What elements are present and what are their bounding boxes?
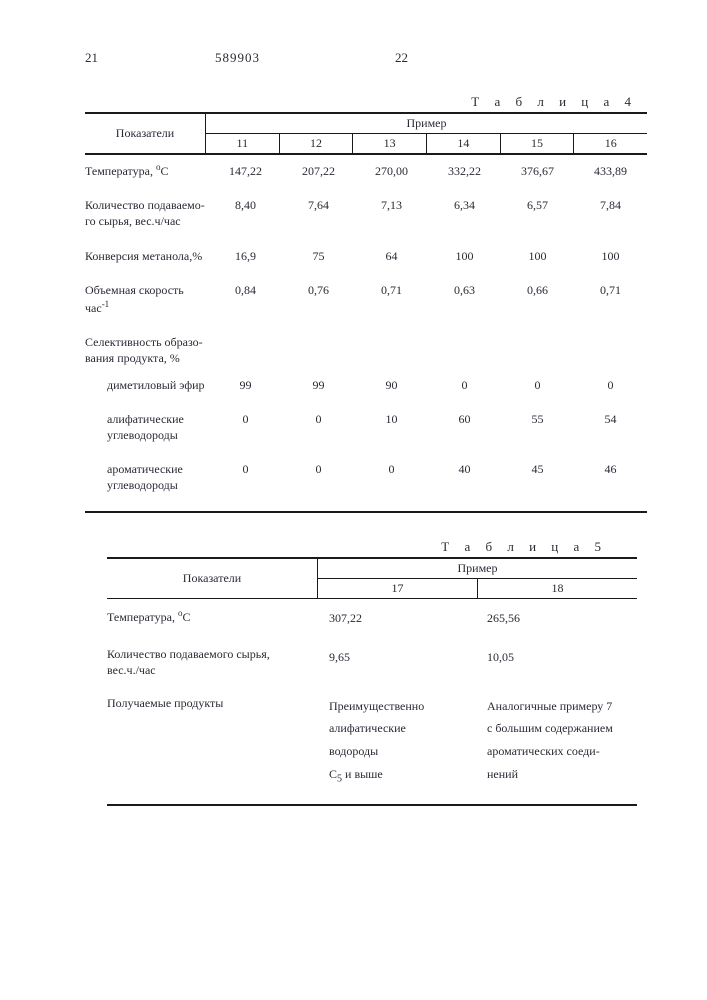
cell: 0,63 [428, 283, 501, 298]
column-headers: 17 18 [318, 579, 637, 598]
column-headers: 11 12 13 14 15 16 [206, 134, 647, 153]
row-label: Количество подаваемого сырья,вес.ч./час [107, 646, 321, 678]
col-header: 13 [353, 134, 427, 153]
row-label: Объемная скоростьчас-1 [85, 282, 209, 316]
cell: 0,76 [282, 283, 355, 298]
primer-header: Пример [318, 559, 637, 579]
cell: 9,65 [321, 646, 479, 669]
selectivity-header: Селективность образо-вания продукта, % [85, 334, 647, 366]
cell: 10 [355, 412, 428, 427]
col-header: 18 [478, 579, 637, 598]
cell: 7,13 [355, 198, 428, 213]
cell: 90 [355, 378, 428, 393]
cell: 0 [574, 378, 647, 393]
row-label: ароматическиеуглеводороды [85, 461, 209, 493]
cell: 45 [501, 462, 574, 477]
table-row: диметиловый эфир 99 99 90 0 0 0 [85, 377, 647, 393]
cell: 46 [574, 462, 647, 477]
cell: 100 [501, 249, 574, 264]
cell: 16,9 [209, 249, 282, 264]
table-row: Температура, oС 307,22 265,56 [107, 607, 637, 630]
table-row: Объемная скоростьчас-1 0,84 0,76 0,71 0,… [85, 282, 647, 316]
cell: 60 [428, 412, 501, 427]
cell: 307,22 [321, 607, 479, 630]
cell: 10,05 [479, 646, 637, 669]
table-row: Количество подаваемого сырья,вес.ч./час … [107, 646, 637, 678]
cell: 6,34 [428, 198, 501, 213]
col-header: 11 [206, 134, 280, 153]
cell: 7,64 [282, 198, 355, 213]
table-row: Температура, oС 147,22 207,22 270,00 332… [85, 161, 647, 179]
cell: 433,89 [574, 164, 647, 179]
table-row: алифатическиеуглеводороды 0 0 10 60 55 5… [85, 411, 647, 443]
table-row: Получаемые продукты Преимущественноалифа… [107, 695, 637, 789]
col-header: 17 [318, 579, 478, 598]
cell: 0 [428, 378, 501, 393]
cell: 0,71 [574, 283, 647, 298]
page-number-right: 22 [395, 50, 408, 66]
row-label: диметиловый эфир [85, 377, 209, 393]
cell: 270,00 [355, 164, 428, 179]
document-number: 589903 [215, 50, 395, 66]
cell: 0,71 [355, 283, 428, 298]
cell: 147,22 [209, 164, 282, 179]
cell: 376,67 [501, 164, 574, 179]
primer-header: Пример [206, 114, 647, 134]
cell: 0,66 [501, 283, 574, 298]
table-row: Конверсия метанола,% 16,9 75 64 100 100 … [85, 248, 647, 264]
cell: 0 [282, 412, 355, 427]
indicators-header: Показатели [107, 559, 318, 598]
cell: 0 [501, 378, 574, 393]
row-label: Температура, oС [107, 607, 321, 625]
cell: 7,84 [574, 198, 647, 213]
table-5-title: Т а б л и ц а 5 [107, 539, 607, 555]
col-header: 15 [501, 134, 575, 153]
cell: 332,22 [428, 164, 501, 179]
table-row: Количество подаваемо-го сырья, вес.ч/час… [85, 197, 647, 229]
indicators-header: Показатели [85, 114, 206, 153]
cell: 8,40 [209, 198, 282, 213]
table-4-title: Т а б л и ц а 4 [85, 94, 637, 110]
cell: 55 [501, 412, 574, 427]
cell: 6,57 [501, 198, 574, 213]
table-5: Т а б л и ц а 5 Показатели Пример 17 18 … [85, 539, 647, 806]
table-4: Т а б л и ц а 4 Показатели Пример 11 12 … [85, 94, 647, 513]
cell: 0 [209, 462, 282, 477]
col-header: 16 [574, 134, 647, 153]
cell: 0 [209, 412, 282, 427]
cell: 54 [574, 412, 647, 427]
cell: 40 [428, 462, 501, 477]
cell: 0 [282, 462, 355, 477]
page-header: 21 589903 22 [85, 50, 647, 66]
row-label: Конверсия метанола,% [85, 248, 209, 264]
cell: ПреимущественноалифатическиеводородыC5 и… [321, 695, 479, 789]
col-header: 14 [427, 134, 501, 153]
cell: Аналогичные примеру 7с большим содержани… [479, 695, 637, 789]
cell: 100 [574, 249, 647, 264]
cell: 207,22 [282, 164, 355, 179]
cell: 100 [428, 249, 501, 264]
col-header: 12 [280, 134, 354, 153]
cell: 265,56 [479, 607, 637, 630]
cell: 99 [209, 378, 282, 393]
cell: 75 [282, 249, 355, 264]
row-label: алифатическиеуглеводороды [85, 411, 209, 443]
page-number-left: 21 [85, 50, 215, 66]
table-row: ароматическиеуглеводороды 0 0 0 40 45 46 [85, 461, 647, 493]
cell: 0,84 [209, 283, 282, 298]
cell: 64 [355, 249, 428, 264]
cell: 0 [355, 462, 428, 477]
cell: 99 [282, 378, 355, 393]
row-label: Количество подаваемо-го сырья, вес.ч/час [85, 197, 209, 229]
row-label: Температура, oС [85, 161, 209, 179]
row-label: Получаемые продукты [107, 695, 321, 711]
